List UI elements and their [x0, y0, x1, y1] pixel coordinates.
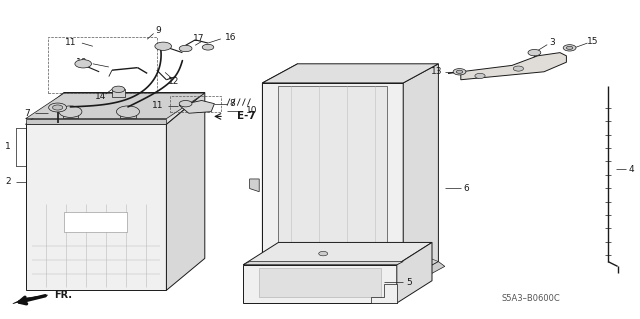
- Circle shape: [179, 100, 192, 107]
- Circle shape: [112, 86, 125, 93]
- Text: 3: 3: [550, 38, 555, 47]
- Text: 16: 16: [225, 33, 236, 42]
- Text: 6: 6: [464, 184, 469, 193]
- Polygon shape: [371, 284, 397, 303]
- Text: 10: 10: [76, 58, 88, 67]
- Text: 1: 1: [5, 142, 10, 151]
- Polygon shape: [166, 93, 205, 290]
- Polygon shape: [250, 179, 259, 192]
- Polygon shape: [397, 242, 432, 303]
- Polygon shape: [63, 112, 78, 118]
- Text: 10: 10: [246, 106, 257, 115]
- Polygon shape: [13, 295, 48, 304]
- Polygon shape: [403, 64, 438, 281]
- Polygon shape: [262, 64, 438, 83]
- Circle shape: [319, 251, 328, 256]
- Polygon shape: [64, 212, 127, 232]
- Text: 5: 5: [407, 278, 412, 287]
- Polygon shape: [120, 112, 136, 118]
- Polygon shape: [262, 64, 298, 281]
- Circle shape: [456, 70, 463, 73]
- Text: 4: 4: [628, 165, 634, 174]
- Circle shape: [566, 46, 573, 49]
- Polygon shape: [26, 93, 205, 124]
- Text: 7: 7: [25, 109, 30, 118]
- Polygon shape: [387, 255, 438, 281]
- Polygon shape: [243, 262, 403, 265]
- Text: 13: 13: [431, 67, 443, 76]
- Polygon shape: [278, 255, 406, 274]
- Circle shape: [59, 106, 82, 117]
- Polygon shape: [179, 100, 214, 113]
- Circle shape: [179, 45, 192, 52]
- Text: 8: 8: [230, 99, 235, 108]
- Text: 15: 15: [587, 37, 598, 46]
- Text: E-7: E-7: [237, 111, 256, 122]
- Circle shape: [513, 66, 524, 71]
- Circle shape: [563, 45, 576, 51]
- Polygon shape: [243, 242, 432, 265]
- Polygon shape: [112, 89, 125, 97]
- Polygon shape: [26, 93, 205, 119]
- Text: 2: 2: [5, 177, 10, 186]
- Circle shape: [475, 73, 485, 78]
- Text: 11: 11: [65, 38, 76, 47]
- Text: FR.: FR.: [54, 290, 72, 300]
- Text: 9: 9: [156, 26, 161, 35]
- Circle shape: [453, 69, 466, 75]
- Circle shape: [202, 44, 214, 50]
- Text: 11: 11: [152, 101, 164, 110]
- Polygon shape: [403, 262, 445, 286]
- Polygon shape: [243, 265, 397, 303]
- Circle shape: [528, 49, 541, 56]
- Polygon shape: [262, 83, 403, 281]
- Polygon shape: [262, 281, 410, 286]
- Polygon shape: [259, 268, 381, 297]
- Polygon shape: [26, 119, 166, 124]
- Circle shape: [75, 60, 92, 68]
- Circle shape: [155, 42, 172, 50]
- Polygon shape: [461, 53, 566, 80]
- Circle shape: [49, 103, 67, 112]
- Text: 17: 17: [193, 34, 204, 43]
- Circle shape: [52, 105, 63, 110]
- Text: S5A3–B0600C: S5A3–B0600C: [502, 294, 561, 303]
- Polygon shape: [278, 86, 387, 274]
- Circle shape: [116, 106, 140, 117]
- Polygon shape: [26, 124, 166, 290]
- Text: 14: 14: [95, 92, 106, 101]
- Text: 12: 12: [168, 77, 180, 86]
